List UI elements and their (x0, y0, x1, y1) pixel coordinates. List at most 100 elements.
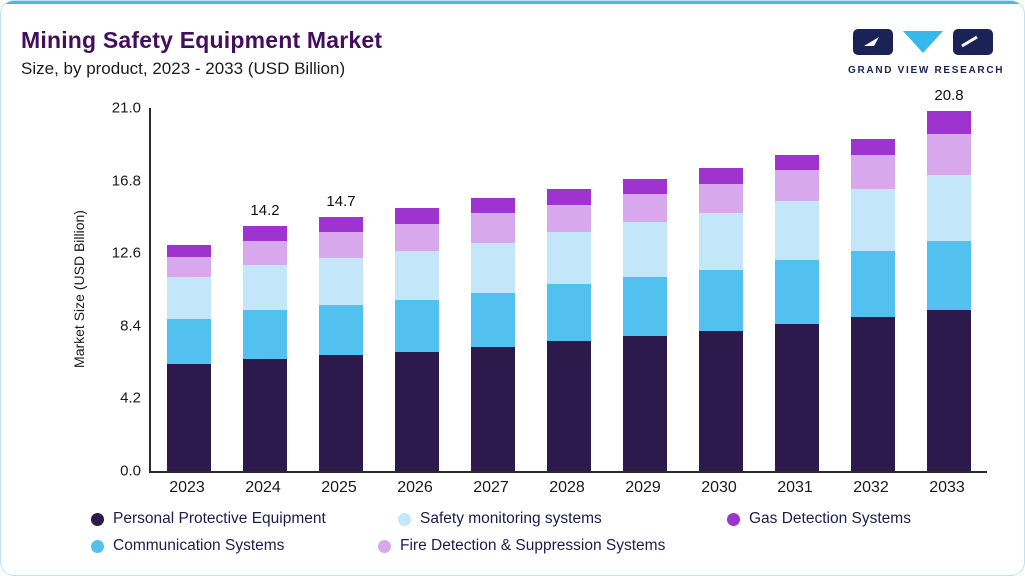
logo-mark-icon (853, 29, 993, 59)
bar-segment-communication-systems (167, 318, 211, 364)
bar-2028 (547, 189, 591, 471)
legend-label: Personal Protective Equipment (113, 510, 326, 527)
bar-segment-gas-detection-systems (243, 225, 287, 242)
bar-2023 (167, 244, 211, 471)
y-tick-label: 12.6 (111, 244, 141, 262)
bar-segment-fire-detection-suppression-systems (319, 232, 363, 259)
legend-row: Communication Systems Fire Detection & Su… (1, 535, 1024, 562)
bar-2026 (395, 208, 439, 471)
bar-segment-communication-systems (243, 310, 287, 359)
bar-segment-personal-protective-equipment (851, 317, 895, 471)
bar-segment-safety-monitoring-systems (851, 189, 895, 252)
bar-segment-communication-systems (927, 241, 971, 311)
x-tick-label: 2028 (549, 479, 585, 496)
bar-segment-communication-systems (775, 260, 819, 325)
y-tick-label: 4.2 (120, 389, 141, 407)
bar-segment-gas-detection-systems (471, 197, 515, 214)
y-tick-label: 21.0 (111, 99, 141, 117)
x-tick-label: 2032 (853, 479, 889, 496)
bar-2030 (699, 168, 743, 471)
x-tick-label: 2025 (321, 479, 357, 496)
legend-swatch (91, 512, 104, 526)
bar-2029 (623, 178, 667, 471)
bar-segment-safety-monitoring-systems (623, 222, 667, 278)
legend-label: Gas Detection Systems (749, 510, 911, 527)
bar-segment-safety-monitoring-systems (471, 242, 515, 293)
bar-segment-fire-detection-suppression-systems (395, 223, 439, 252)
bar-segment-communication-systems (547, 284, 591, 342)
bar-segment-gas-detection-systems (395, 208, 439, 224)
bar-segment-personal-protective-equipment (167, 363, 211, 471)
bar-segment-fire-detection-suppression-systems (775, 170, 819, 202)
legend-swatch (727, 512, 740, 526)
legend-swatch (398, 512, 411, 526)
bar-column-2027 (455, 108, 531, 471)
bar-2027 (471, 197, 515, 471)
bar-segment-safety-monitoring-systems (319, 258, 363, 306)
bar-segment-safety-monitoring-systems (547, 232, 591, 285)
bar-column-2024: 14.2 (227, 108, 303, 471)
bar-2025 (319, 216, 363, 471)
bar-segment-personal-protective-equipment (243, 358, 287, 471)
bar-segment-communication-systems (395, 299, 439, 352)
bar-segment-communication-systems (319, 305, 363, 356)
legend-item-communication-systems: Communication Systems (91, 537, 284, 555)
bar-column-2023 (151, 108, 227, 471)
bar-segment-safety-monitoring-systems (699, 213, 743, 271)
legend-row: Personal Protective Equipment Safety moni… (1, 508, 1024, 535)
legend-swatch (378, 539, 391, 553)
bar-segment-fire-detection-suppression-systems (623, 194, 667, 223)
bar-segment-fire-detection-suppression-systems (243, 241, 287, 266)
bar-value-label: 14.2 (250, 201, 280, 219)
bar-segment-communication-systems (471, 292, 515, 347)
legend-item-safety-monitoring-systems: Safety monitoring systems (398, 510, 602, 528)
bar-segment-personal-protective-equipment (319, 355, 363, 471)
bar-segment-gas-detection-systems (775, 154, 819, 171)
bar-segment-safety-monitoring-systems (243, 265, 287, 311)
bar-value-label: 20.8 (934, 87, 964, 105)
bar-segment-gas-detection-systems (699, 168, 743, 185)
bar-column-2032 (835, 108, 911, 471)
bar-segment-fire-detection-suppression-systems (699, 184, 743, 214)
bar-column-2030 (683, 108, 759, 471)
bar-segment-gas-detection-systems (319, 216, 363, 233)
bar-segment-safety-monitoring-systems (167, 277, 211, 319)
legend-label: Communication Systems (113, 537, 285, 554)
top-accent-line (1, 1, 1024, 4)
bar-value-label: 14.7 (326, 192, 356, 210)
x-tick-label: 2027 (473, 479, 509, 496)
x-tick-label: 2026 (397, 479, 433, 496)
bar-column-2025: 14.7 (303, 108, 379, 471)
y-tick-label: 8.4 (120, 317, 141, 335)
bar-segment-fire-detection-suppression-systems (851, 154, 895, 190)
bar-segment-fire-detection-suppression-systems (167, 256, 211, 278)
legend-item-fire-detection-suppression-systems: Fire Detection & Suppression Systems (378, 537, 665, 555)
bar-column-2029 (607, 108, 683, 471)
x-tick-label: 2023 (169, 479, 205, 496)
bar-segment-personal-protective-equipment (547, 341, 591, 471)
bar-2024 (243, 225, 287, 471)
bar-segment-gas-detection-systems (851, 139, 895, 155)
bar-segment-safety-monitoring-systems (927, 175, 971, 242)
bar-segment-fire-detection-suppression-systems (927, 133, 971, 176)
bar-segment-communication-systems (699, 270, 743, 331)
x-axis-labels: 2023 2024 2025 2026 2027 2028 2029 2030 2031 2032… (149, 479, 985, 497)
bar-segment-gas-detection-systems (623, 178, 667, 195)
x-tick-label: 2024 (245, 479, 281, 496)
logo-text: GRAND VIEW RESEARCH (848, 65, 1005, 76)
y-tick-label: 0.0 (120, 462, 141, 480)
bar-segment-communication-systems (851, 251, 895, 318)
bar-column-2033: 20.8 (911, 87, 987, 471)
bar-2033 (927, 111, 971, 471)
bar-segment-communication-systems (623, 277, 667, 337)
bar-2031 (775, 154, 819, 471)
legend-item-personal-protective-equipment: Personal Protective Equipment (91, 510, 326, 528)
bar-segment-fire-detection-suppression-systems (471, 213, 515, 243)
bar-segment-personal-protective-equipment (699, 330, 743, 471)
legend-label: Fire Detection & Suppression Systems (400, 537, 666, 554)
bar-segment-personal-protective-equipment (395, 351, 439, 471)
bar-segment-gas-detection-systems (927, 111, 971, 134)
bar-segment-personal-protective-equipment (623, 336, 667, 471)
page-subtitle: Size, by product, 2023 - 2033 (USD Billi… (21, 59, 346, 78)
